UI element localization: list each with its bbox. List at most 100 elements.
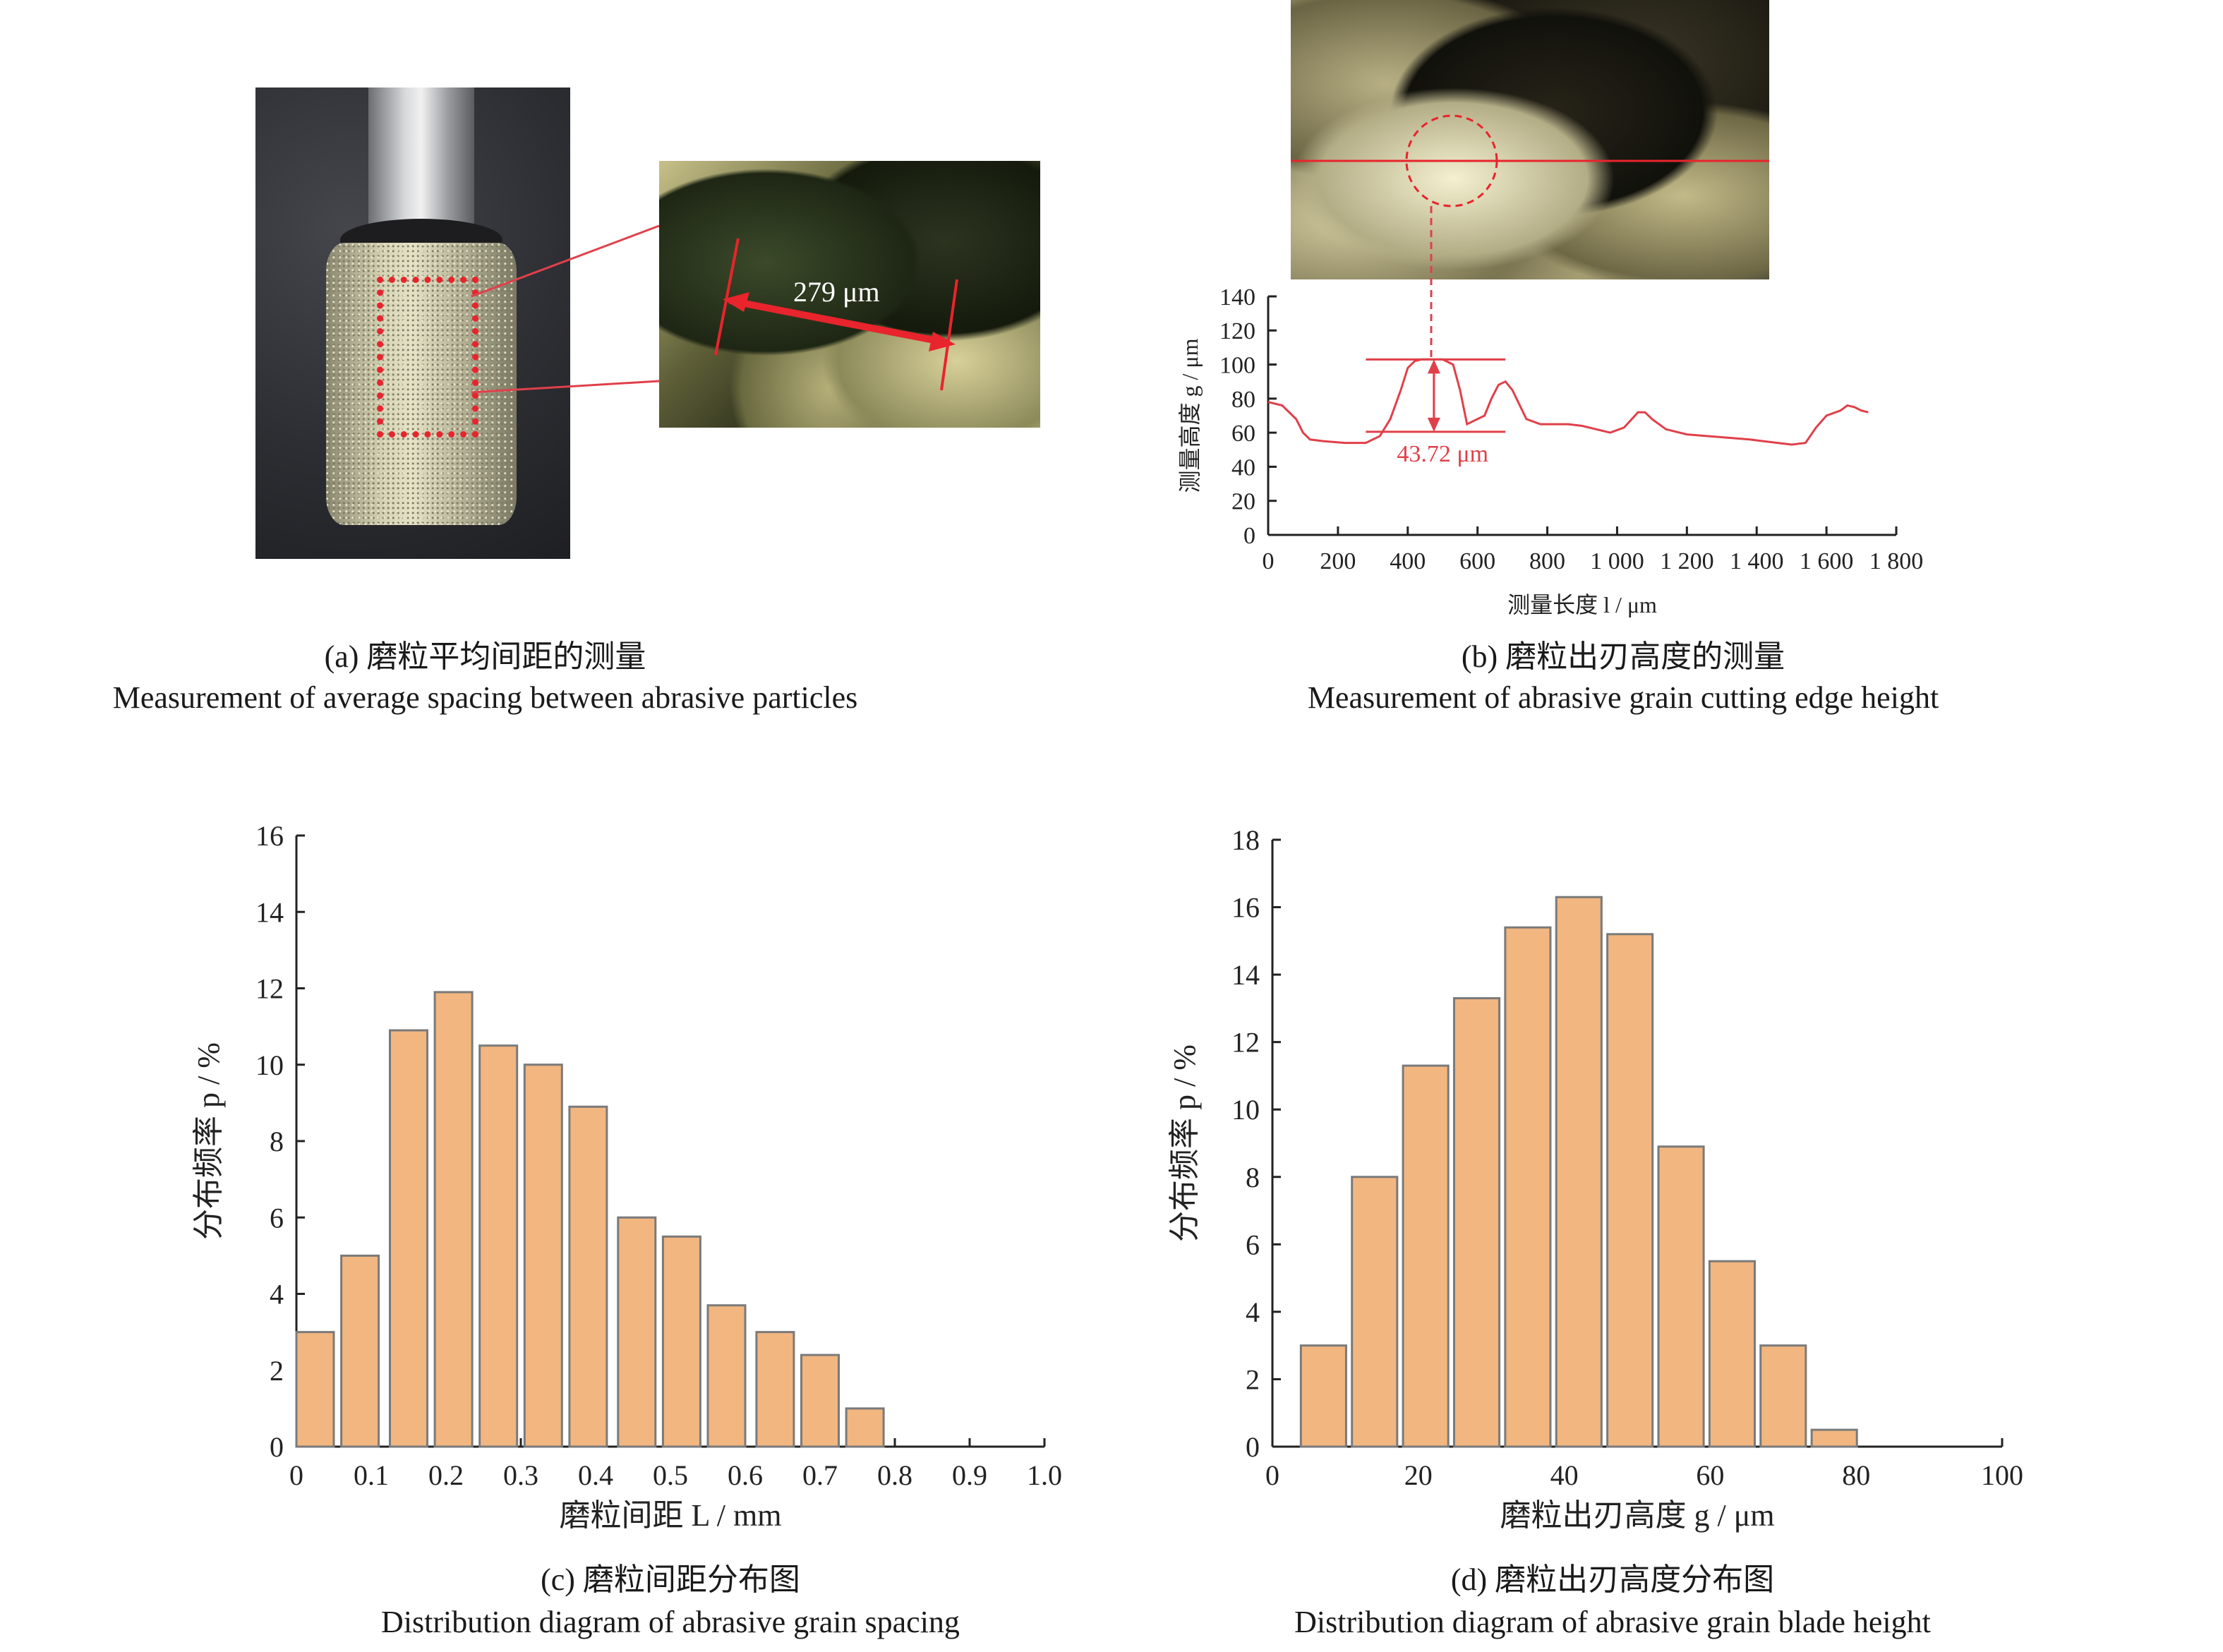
x-axis-title: 磨粒出刃高度 g / μm: [1500, 1498, 1774, 1533]
spacing-distribution-chart: 0 0.1 0.2 0.3 0.4 0.5 0.6 0.7 0.8 0.9 1.0 0 2 4 6 8 10 12…: [191, 820, 1062, 1533]
caption-b-cn: (b) 磨粒出刃高度的测量: [1461, 639, 1785, 674]
caption-b-en: Measurement of abrasive grain cutting ed…: [1307, 680, 1939, 715]
y-tick-label: 16: [255, 820, 284, 852]
x-tick-label: 0.9: [952, 1459, 987, 1491]
x-tick-label: 1 200: [1660, 548, 1714, 574]
y-axis-title: 测量高度 g / μm: [1177, 338, 1203, 493]
x-tick-label: 400: [1390, 548, 1426, 574]
x-tick-label: 0.3: [503, 1459, 538, 1491]
y-tick-label: 12: [1231, 1027, 1260, 1059]
y-tick-label: 10: [1231, 1094, 1260, 1126]
histogram-bar: [1810, 1428, 1858, 1448]
x-tick-label: 60: [1696, 1459, 1724, 1491]
y-tick-label: 14: [1231, 959, 1260, 991]
x-tick-label: 1 400: [1730, 548, 1784, 574]
histogram-bar: [706, 1304, 747, 1448]
histogram-bar: [1657, 1145, 1705, 1448]
measurement-region-box: [377, 277, 478, 438]
histogram-bar: [755, 1331, 795, 1448]
caption-d-en: Distribution diagram of abrasive grain b…: [1294, 1605, 1931, 1639]
edge-height-micrograph: [1291, 0, 1769, 279]
histogram-bar: [340, 1254, 380, 1448]
y-axis-title: 分布频率 p / %: [1167, 1044, 1202, 1242]
x-tick-label: 0.5: [653, 1459, 688, 1491]
y-tick-label: 4: [270, 1279, 284, 1310]
y-tick-label: 10: [255, 1049, 284, 1081]
panel-a: 279 μm (a) 磨粒平均间距的测量 Measurement of aver…: [0, 0, 1112, 748]
cross-section-overlay: [1291, 114, 1769, 207]
histogram-bar: [1606, 933, 1654, 1448]
y-tick-label: 20: [1231, 489, 1255, 515]
y-tick-label: 0: [1243, 523, 1255, 549]
histogram-bar: [1555, 896, 1603, 1448]
y-tick-label: 0: [1246, 1431, 1260, 1463]
height-distribution-chart: 0 20 40 60 80 100 0 2 4 6 8 10 12 14 16 18 磨粒出刃高度 g / μm…: [1167, 824, 2023, 1533]
x-tick-label: 200: [1320, 548, 1356, 574]
x-axis-title: 测量长度 l / μm: [1507, 592, 1657, 617]
histogram-bar: [295, 1331, 335, 1448]
height-profile-chart: 0 200 400 600 800 1 000 1 200 1 400 1 600 1 800 0 2…: [1177, 206, 1924, 617]
x-tick-label: 100: [1981, 1459, 2023, 1491]
histogram-bar: [1759, 1344, 1807, 1448]
caption-a-en: Measurement of average spacing between a…: [112, 680, 858, 715]
x-axis-title: 磨粒间距 L / mm: [560, 1498, 782, 1533]
y-tick-label: 18: [1231, 824, 1260, 856]
y-tick-label: 14: [255, 896, 284, 928]
caption-c-en: Distribution diagram of abrasive grain s…: [381, 1605, 960, 1639]
x-tick-label: 1.0: [1027, 1459, 1062, 1491]
x-tick-label: 20: [1404, 1459, 1433, 1491]
grinding-head: [326, 243, 517, 525]
spacing-micrograph: 279 μm: [659, 161, 1040, 428]
x-tick-label: 0.7: [802, 1459, 838, 1491]
y-tick-label: 6: [1246, 1229, 1260, 1260]
x-tick-label: 0.6: [728, 1459, 763, 1491]
histogram-bar: [1708, 1260, 1756, 1448]
x-tick-label: 0.1: [354, 1459, 389, 1491]
profile-line: [1267, 358, 1869, 446]
histogram-bar: [617, 1216, 657, 1448]
y-tick-label: 0: [270, 1431, 284, 1463]
histogram-bar: [1504, 926, 1552, 1448]
y-tick-label: 140: [1219, 284, 1255, 310]
x-tick-label: 0.4: [578, 1459, 613, 1491]
caption-c-cn: (c) 磨粒间距分布图: [541, 1562, 800, 1597]
histogram-bar: [433, 991, 474, 1448]
panel-b: 0 200 400 600 800 1 000 1 200 1 400 1 600 1 800 0 2…: [1112, 0, 2223, 748]
y-tick-label: 80: [1231, 387, 1255, 413]
y-axis-title: 分布频率 p / %: [191, 1042, 226, 1240]
x-tick-label: 0: [1265, 1459, 1279, 1491]
y-tick-label: 12: [255, 973, 284, 1005]
histogram-bar: [478, 1044, 519, 1448]
x-tick-label: 0: [1263, 548, 1275, 574]
histogram-bar: [1351, 1176, 1399, 1448]
x-tick-label: 40: [1550, 1459, 1579, 1491]
x-tick-label: 600: [1459, 548, 1495, 574]
x-tick-label: 1 600: [1800, 548, 1854, 574]
caption-d-cn: (d) 磨粒出刃高度分布图: [1450, 1562, 1775, 1597]
y-tick-label: 40: [1231, 454, 1255, 481]
x-tick-label: 0.2: [428, 1459, 464, 1491]
y-tick-label: 8: [270, 1126, 284, 1157]
y-tick-label: 60: [1231, 421, 1255, 447]
x-tick-label: 1 000: [1590, 548, 1644, 574]
y-tick-label: 100: [1219, 352, 1255, 378]
spacing-measurement-overlay: [714, 238, 958, 391]
y-tick-label: 120: [1219, 318, 1255, 344]
height-arrow-head-bottom: [1427, 417, 1440, 432]
height-arrow-head-top: [1427, 359, 1440, 374]
y-tick-label: 16: [1231, 892, 1260, 924]
panel-d: 0 20 40 60 80 100 0 2 4 6 8 10 12 14 16 18 磨粒出刃高度 g / μm…: [1112, 790, 2223, 1652]
histogram-bar: [800, 1353, 840, 1448]
zoom-connector-lines: [471, 224, 660, 394]
histogram-bar: [845, 1407, 885, 1448]
spacing-label: 279 μm: [793, 276, 880, 308]
x-tick-label: 1 800: [1869, 548, 1924, 574]
histogram-bar: [661, 1235, 701, 1448]
x-tick-label: 0: [289, 1459, 303, 1491]
x-tick-label: 800: [1529, 548, 1565, 574]
histogram-bar: [1402, 1064, 1450, 1448]
histogram-bar: [1452, 997, 1501, 1448]
y-tick-label: 6: [270, 1202, 284, 1234]
histogram-bar: [389, 1029, 428, 1448]
tool-photo: [255, 88, 570, 559]
